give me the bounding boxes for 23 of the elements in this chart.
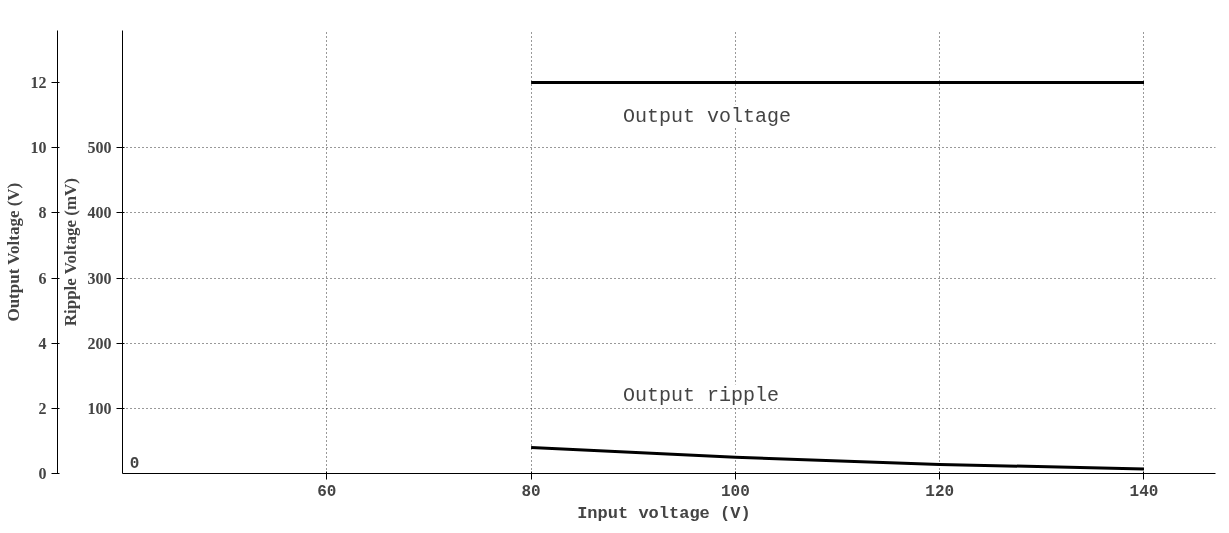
y-tick-label: 0	[38, 465, 47, 482]
text: Output ripple	[623, 384, 780, 408]
x-tick-label: 140	[1129, 482, 1159, 501]
y-tick-label: 8	[38, 204, 47, 222]
y-tick-label: 10	[30, 139, 47, 157]
y2-tick-label: 300	[87, 269, 112, 287]
x-axis-title: Input voltage (V)	[577, 503, 751, 523]
y2-tick-label: 400	[87, 204, 112, 222]
y-axis-title: Output Voltage (V)	[3, 182, 23, 322]
annotation: 0	[129, 454, 140, 473]
y2-tick-label: 500	[87, 139, 112, 157]
x-tick-label: 80	[521, 482, 541, 501]
y-tick-label: 2	[38, 399, 47, 417]
y-tick-label: 6	[38, 269, 47, 287]
x-tick-label: 120	[925, 482, 955, 501]
x-tick-label: 60	[317, 482, 337, 501]
y-tick-label: 4	[38, 334, 47, 352]
x-tick-label: 100	[720, 482, 750, 501]
y2-tick-label: 100	[87, 399, 112, 417]
y2-tick-label: 200	[87, 334, 112, 352]
y-tick-label: 12	[30, 74, 47, 92]
series-label: Output voltage	[623, 104, 792, 128]
y2-axis-title: Ripple Voltage (mV)	[60, 178, 80, 327]
